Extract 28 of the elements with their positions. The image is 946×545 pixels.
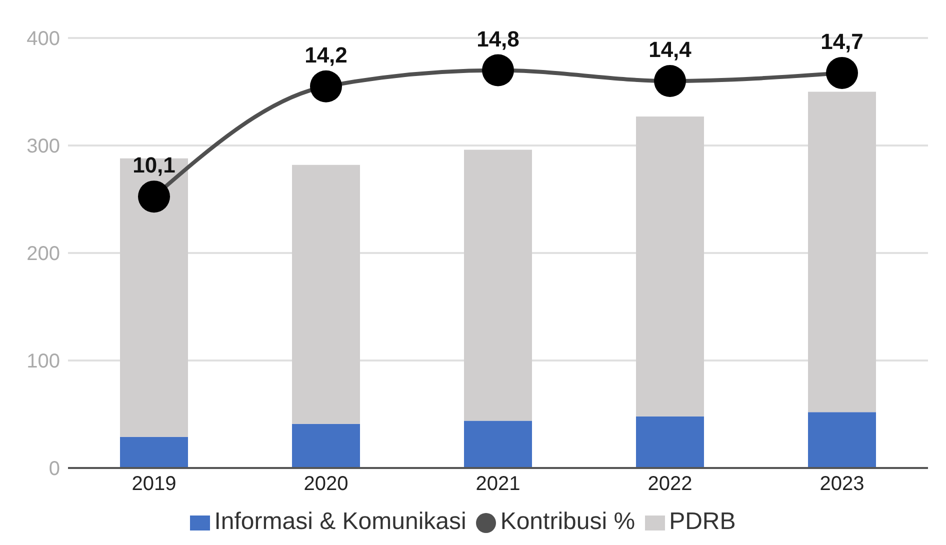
bar [120, 436, 188, 468]
x-tick-label: 2019 [132, 473, 176, 496]
bar [464, 420, 532, 468]
bar [808, 92, 876, 412]
bar [636, 416, 704, 468]
data-label: 14,2 [304, 42, 348, 68]
bar [292, 424, 360, 468]
x-tick-label: 2023 [820, 473, 864, 496]
bar [808, 412, 876, 468]
x-tick-label: 2021 [476, 473, 520, 496]
bar [292, 164, 360, 424]
y-tick-label: 0 [48, 458, 60, 480]
data-label: 14,4 [648, 37, 692, 62]
bar [464, 150, 532, 421]
data-label: 10,1 [132, 152, 176, 178]
legend-label: PDRB [669, 508, 736, 535]
y-tick-label: 100 [26, 350, 60, 373]
x-tick-label: 2020 [304, 473, 348, 496]
bar [636, 116, 704, 416]
bar [120, 158, 188, 437]
legend-label: Kontribusi % [500, 508, 636, 535]
y-tick-label: 400 [26, 28, 60, 50]
legend-label: Informasi & Komunikasi [214, 508, 466, 535]
y-tick-label: 200 [26, 243, 60, 266]
data-label: 14,7 [820, 28, 864, 54]
data-label: 14,8 [476, 26, 520, 52]
x-tick-label: 2022 [648, 473, 692, 496]
y-tick-label: 300 [26, 136, 60, 158]
